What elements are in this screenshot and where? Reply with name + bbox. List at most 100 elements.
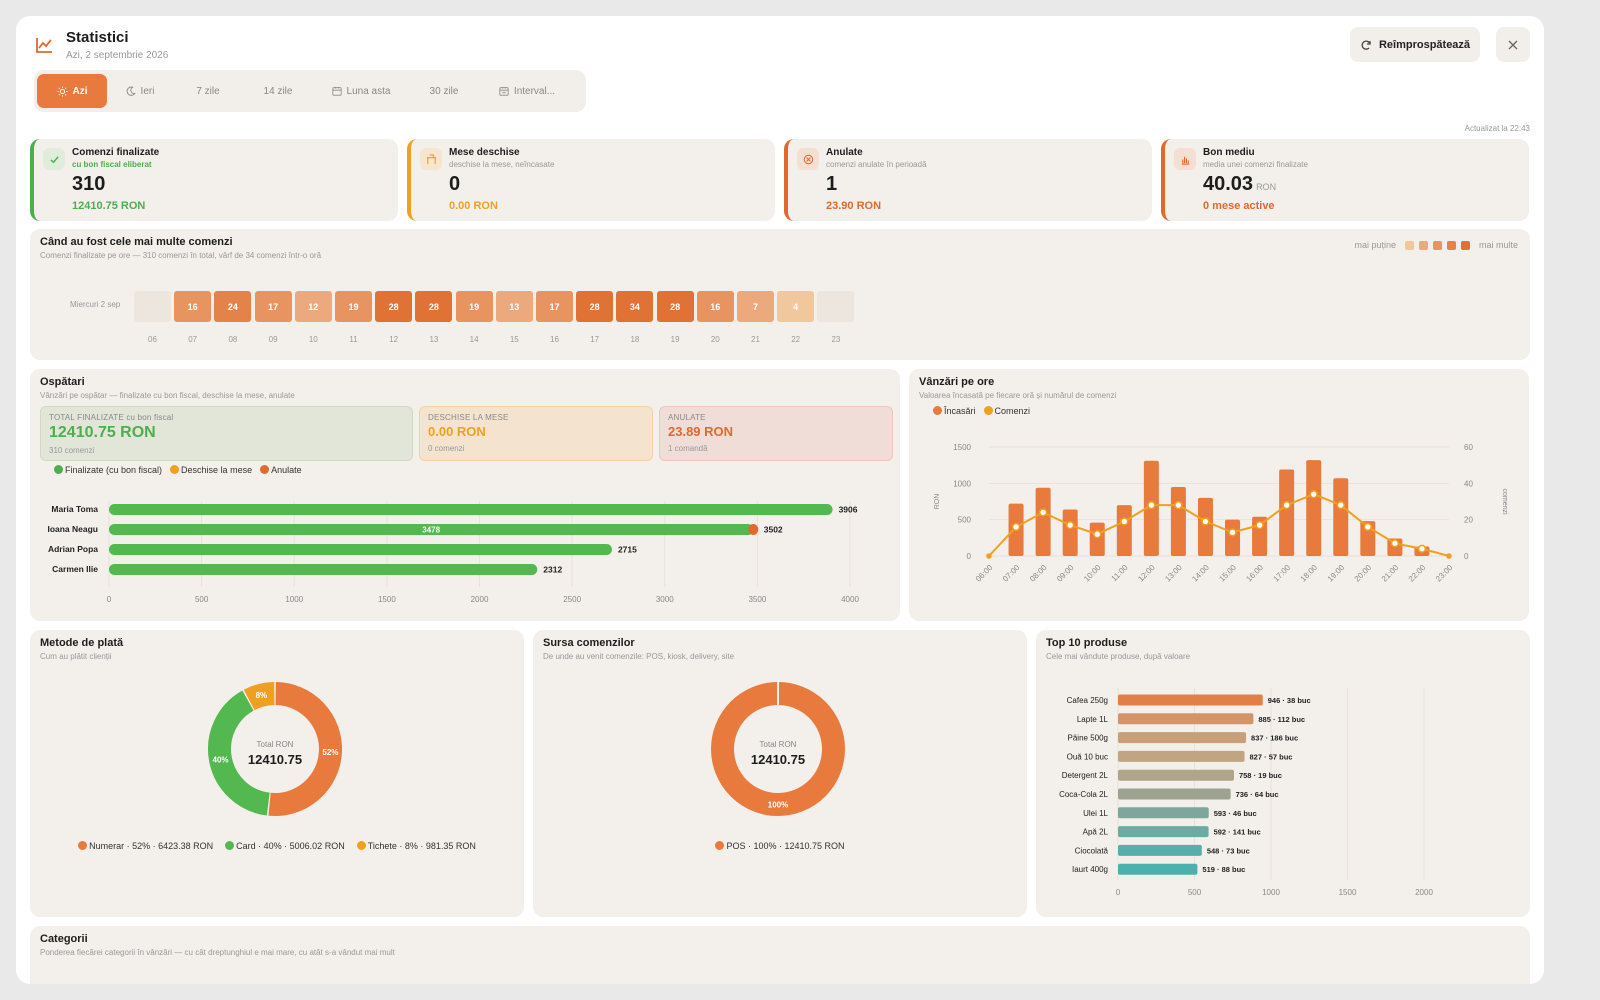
- close-button[interactable]: [1496, 27, 1530, 62]
- bar-cancelled[interactable]: [748, 524, 759, 535]
- orders-point[interactable]: [1174, 500, 1183, 510]
- heatmap-cell[interactable]: 16: [174, 291, 212, 322]
- product-bar[interactable]: [1118, 844, 1202, 856]
- tab-ieri[interactable]: Ieri: [107, 74, 173, 108]
- donut-slice[interactable]: [208, 690, 271, 816]
- hourly-bar[interactable]: [1279, 469, 1295, 556]
- heatmap-cell[interactable]: 24: [214, 291, 252, 322]
- product-bar[interactable]: [1118, 694, 1263, 706]
- orders-point[interactable]: [1093, 530, 1102, 539]
- heatmap-cell[interactable]: 28: [576, 291, 614, 322]
- section-subtitle: Cele mai vândute produse, după valoare: [1046, 652, 1191, 661]
- orders-point[interactable]: [1011, 522, 1021, 532]
- orders-point[interactable]: [1228, 528, 1237, 537]
- x-tick-label: 4000: [841, 595, 859, 604]
- tab-14-zile[interactable]: 14 zile: [243, 74, 313, 108]
- legend-label: Finalizate (cu bon fiscal): [65, 465, 163, 475]
- kpi-number: 310: [72, 173, 106, 195]
- product-bar[interactable]: [1118, 826, 1209, 838]
- hourly-bar[interactable]: [1197, 497, 1213, 556]
- orders-point[interactable]: [1201, 517, 1210, 526]
- orders-point[interactable]: [1446, 553, 1452, 559]
- page-title: Statistici: [66, 29, 129, 46]
- product-bar[interactable]: [1118, 713, 1254, 725]
- orders-point[interactable]: [1282, 500, 1291, 510]
- hourly-bar[interactable]: [1170, 486, 1186, 556]
- product-bar[interactable]: [1118, 807, 1209, 819]
- donut-slice[interactable]: [711, 682, 845, 816]
- section-title: Vânzări pe ore: [919, 376, 995, 388]
- hourly-legend: Încasări Comenzi: [933, 406, 1030, 416]
- heatmap-cell[interactable]: 19: [455, 291, 493, 322]
- orders-point[interactable]: [1038, 508, 1048, 517]
- waiters-legend: Finalizate (cu bon fiscal) Deschise la m…: [54, 465, 302, 475]
- y-axis-label: RON: [934, 494, 941, 510]
- heatmap-cell[interactable]: 34: [616, 291, 654, 322]
- product-bar[interactable]: [1118, 788, 1231, 800]
- orders-point[interactable]: [1147, 500, 1156, 510]
- hourly-bar[interactable]: [1089, 522, 1105, 556]
- refresh-button[interactable]: Reîmprospătează: [1350, 27, 1480, 62]
- product-name: Coca-Cola 2L: [1059, 790, 1108, 799]
- section-subtitle: Comenzi finalizate pe ore — 310 comenzi …: [40, 251, 322, 260]
- x-tick-label: 1000: [1262, 888, 1280, 897]
- hourly-bar[interactable]: [1035, 487, 1051, 556]
- bar-completed[interactable]: [109, 544, 612, 555]
- donut-center-label: Total RON: [760, 740, 797, 749]
- kpi-number: 40.03: [1203, 173, 1254, 195]
- box-value: 0.00 RON: [428, 424, 486, 439]
- orders-point[interactable]: [1255, 520, 1264, 530]
- bar-completed[interactable]: [109, 564, 538, 575]
- heatmap-cell[interactable]: 16: [696, 291, 734, 322]
- heatmap-cell[interactable]: [134, 291, 171, 322]
- tab-30-zile[interactable]: 30 zile: [409, 74, 479, 108]
- orders-point[interactable]: [1363, 522, 1372, 532]
- heatmap-cell[interactable]: 17: [254, 291, 292, 322]
- donut-slice[interactable]: [243, 682, 275, 711]
- hourly-bar[interactable]: [1062, 509, 1078, 556]
- orders-point[interactable]: [1336, 500, 1345, 510]
- heatmap-cell[interactable]: 4: [777, 291, 815, 322]
- hourly-bar[interactable]: [1306, 460, 1322, 556]
- box-count: 1 comandă: [668, 444, 708, 453]
- product-bar[interactable]: [1118, 732, 1247, 744]
- heatmap-cell[interactable]: 19: [335, 291, 372, 322]
- heatmap-cell[interactable]: 7: [737, 291, 774, 322]
- orders-point[interactable]: [1120, 517, 1129, 526]
- product-bar[interactable]: [1118, 769, 1234, 781]
- tab-azi[interactable]: Azi: [37, 74, 107, 108]
- orders-point[interactable]: [1417, 544, 1427, 553]
- hourly-bar[interactable]: [1116, 505, 1132, 556]
- legend-item: Tichete · 8% · 981.35 RON: [356, 841, 476, 851]
- x-tick-label: 1000: [285, 595, 303, 604]
- product-bar[interactable]: [1118, 863, 1198, 875]
- heatmap-cell[interactable]: [817, 291, 855, 322]
- legend-swatch: [1432, 240, 1442, 250]
- product-bar[interactable]: [1118, 750, 1245, 762]
- hourly-bar[interactable]: [1225, 519, 1241, 556]
- donut-slice[interactable]: [268, 682, 342, 816]
- tab-luna-asta[interactable]: Luna asta: [313, 74, 409, 108]
- legend-item: Încasări: [933, 406, 976, 416]
- orders-point[interactable]: [1066, 520, 1075, 530]
- heatmap-cell[interactable]: 12: [294, 291, 332, 322]
- heatmap-cell[interactable]: 28: [415, 291, 453, 322]
- heatmap-hour-label: 08: [228, 335, 238, 344]
- orders-point[interactable]: [1309, 490, 1318, 499]
- heatmap-cell[interactable]: 28: [375, 291, 413, 322]
- bar-completed[interactable]: [109, 504, 833, 515]
- hourly-bar[interactable]: [1333, 478, 1349, 556]
- section-subtitle: Cum au plătit clienții: [40, 652, 112, 661]
- section-title: Top 10 produse: [1046, 637, 1128, 649]
- product-value-label: 592 · 141 buc: [1214, 828, 1261, 837]
- heatmap-cell[interactable]: 28: [656, 291, 694, 322]
- orders-point[interactable]: [986, 553, 992, 559]
- product-name: Lapte 1L: [1077, 715, 1109, 724]
- tab-interval[interactable]: Interval...: [479, 74, 575, 108]
- bar-completed[interactable]: [109, 524, 754, 535]
- heatmap-cell[interactable]: 17: [536, 291, 573, 322]
- tab-7-zile[interactable]: 7 zile: [173, 74, 243, 108]
- waiters-bar-chart: 0 500 1000 1500 2000 2500 3000 3500 4000 Maria To…: [47, 501, 859, 604]
- orders-point[interactable]: [1390, 539, 1400, 548]
- heatmap-cell[interactable]: 13: [495, 291, 533, 322]
